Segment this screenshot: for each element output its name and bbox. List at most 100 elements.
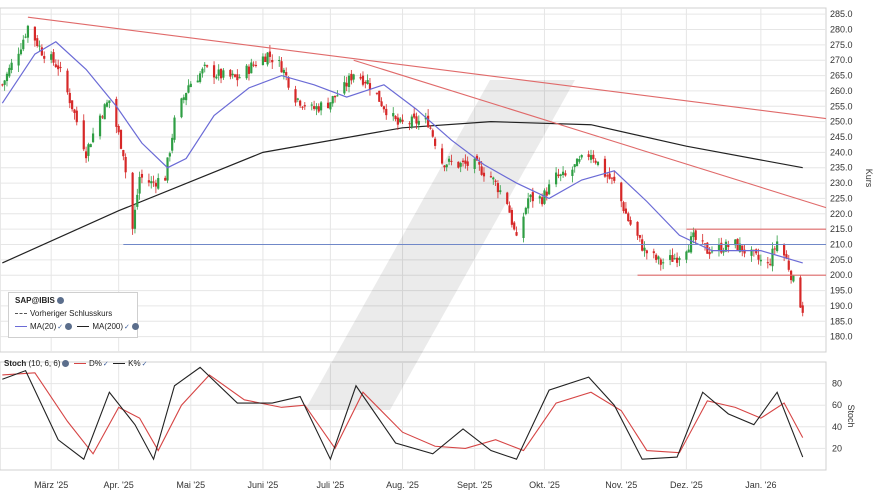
stoch-d-label: D% xyxy=(88,359,102,368)
candle-body xyxy=(385,108,388,116)
candle-body xyxy=(380,101,383,107)
candle-body xyxy=(554,172,558,185)
candle-body xyxy=(75,110,78,123)
candle-body xyxy=(66,70,69,93)
gear-icon[interactable] xyxy=(62,360,70,368)
candle-body xyxy=(5,73,9,82)
candle-body xyxy=(171,137,174,151)
check-icon[interactable]: ✓ xyxy=(102,361,109,368)
candle-body xyxy=(655,254,658,260)
candle-body xyxy=(50,54,53,60)
candle-body xyxy=(594,160,597,163)
candle-body xyxy=(231,73,234,76)
candle-body xyxy=(157,178,160,189)
candle-body xyxy=(336,95,339,97)
candle-body xyxy=(692,232,695,238)
candle-body xyxy=(296,98,299,100)
candle-body xyxy=(378,90,381,102)
candle-body xyxy=(545,191,548,196)
price-tick-label: 255.0 xyxy=(830,101,853,111)
candle-body xyxy=(669,255,672,260)
gear-icon[interactable] xyxy=(65,323,73,331)
candle-body xyxy=(154,182,157,187)
candle-body xyxy=(140,173,144,178)
candle-body xyxy=(434,138,437,146)
price-tick-label: 285.0 xyxy=(830,9,853,19)
candle-body xyxy=(115,98,118,127)
candle-body xyxy=(173,117,176,140)
candle-body xyxy=(119,129,123,149)
candle-body xyxy=(429,127,432,129)
candle-body xyxy=(743,249,746,254)
candle-body xyxy=(236,74,239,81)
candle-body xyxy=(457,161,460,168)
ma200-line xyxy=(2,121,803,264)
x-tick-label: Nov. '25 xyxy=(605,480,637,490)
x-tick-label: Jan. '26 xyxy=(745,480,776,490)
candle-body xyxy=(494,180,497,182)
candle-body xyxy=(629,219,632,225)
stoch-params: (10, 6, 6) xyxy=(28,359,61,368)
candle-body xyxy=(685,251,688,260)
candle-body xyxy=(217,69,220,76)
candle-body xyxy=(657,256,660,260)
check-icon[interactable]: ✓ xyxy=(57,324,64,331)
candle-body xyxy=(52,52,55,63)
gear-icon[interactable] xyxy=(131,323,139,331)
candle-body xyxy=(38,45,41,47)
candle-body xyxy=(33,26,37,41)
gear-icon[interactable] xyxy=(56,297,64,305)
candle-body xyxy=(329,102,332,110)
stoch-title: Stoch xyxy=(4,359,27,368)
candle-body xyxy=(196,80,199,83)
candle-body xyxy=(424,117,427,120)
candle-body xyxy=(522,216,525,238)
legend-ma200: MA(200) xyxy=(92,322,124,331)
candle-body xyxy=(317,106,320,112)
candle-body xyxy=(722,251,725,253)
candle-body xyxy=(478,161,481,165)
candle-body xyxy=(17,53,20,66)
candle-body xyxy=(280,61,283,73)
candle-body xyxy=(596,161,600,165)
price-tick-label: 230.0 xyxy=(830,178,853,188)
candle-body xyxy=(408,123,411,125)
candle-body xyxy=(727,244,730,248)
candle-body xyxy=(771,248,774,267)
check-icon[interactable]: ✓ xyxy=(124,324,130,331)
candle-body xyxy=(101,116,104,118)
candle-body xyxy=(205,65,209,67)
candle-body xyxy=(98,115,102,137)
candle-body xyxy=(447,158,451,162)
candle-body xyxy=(785,254,788,259)
check-icon[interactable]: ✓ xyxy=(141,361,148,368)
candle-body xyxy=(117,125,120,133)
candle-body xyxy=(203,64,206,67)
candle-body xyxy=(268,51,272,57)
candle-body xyxy=(606,175,609,177)
candle-body xyxy=(315,106,318,110)
candle-body xyxy=(427,115,430,128)
x-tick-label: März '25 xyxy=(34,480,68,490)
stoch-K-line xyxy=(2,366,804,461)
candle-body xyxy=(138,176,141,194)
price-tick-label: 205.0 xyxy=(830,255,853,265)
candle-body xyxy=(19,49,23,55)
candle-body xyxy=(199,73,202,82)
candle-body xyxy=(364,81,367,84)
x-tick-label: Juli '25 xyxy=(317,480,345,490)
candle-body xyxy=(91,133,95,143)
candle-body xyxy=(84,151,88,159)
price-tick-label: 245.0 xyxy=(830,132,853,142)
price-tick-label: 275.0 xyxy=(830,40,853,50)
candle-body xyxy=(271,60,274,63)
candle-body xyxy=(652,251,655,254)
candle-body xyxy=(24,36,27,38)
candle-body xyxy=(575,158,579,167)
candle-body xyxy=(787,260,790,270)
candle-body xyxy=(361,75,365,85)
candle-body xyxy=(710,251,714,253)
candle-body xyxy=(392,113,395,117)
candle-body xyxy=(741,245,744,252)
candle-body xyxy=(331,96,334,104)
